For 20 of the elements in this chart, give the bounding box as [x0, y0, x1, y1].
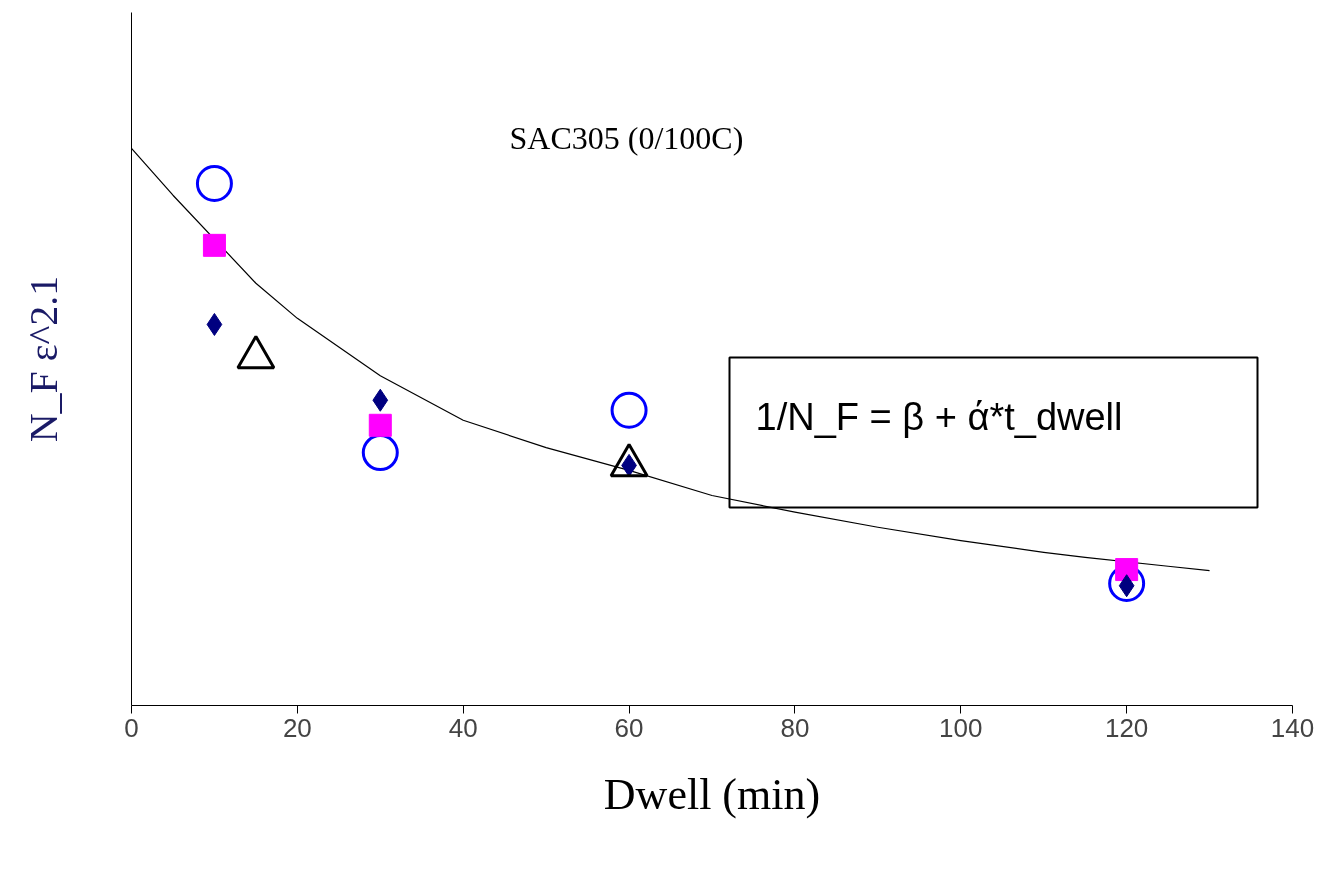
x-tick-label: 80 — [780, 712, 810, 743]
point — [1115, 558, 1139, 582]
x-tick-label: 20 — [282, 712, 312, 743]
x-tick-label: 140 — [1270, 712, 1315, 743]
point — [202, 233, 226, 257]
x-axis-title: Dwell (min) — [603, 769, 821, 819]
point — [206, 312, 223, 336]
x-tick-label: 120 — [1104, 712, 1149, 743]
x-tick-label: 60 — [614, 712, 644, 743]
x-tick-label: 0 — [124, 712, 139, 743]
point — [610, 391, 648, 429]
point — [361, 434, 399, 472]
point — [368, 413, 392, 437]
annotation: SAC305 (0/100C) — [509, 119, 744, 156]
y-axis-title: N_F ε^2.1 — [20, 275, 66, 443]
annotation: 1/N_F = β + ά*t_dwell — [755, 395, 1123, 438]
point — [195, 165, 233, 202]
x-tick-label: 100 — [939, 712, 983, 743]
x-tick-label: 40 — [448, 712, 478, 743]
point — [372, 388, 389, 412]
